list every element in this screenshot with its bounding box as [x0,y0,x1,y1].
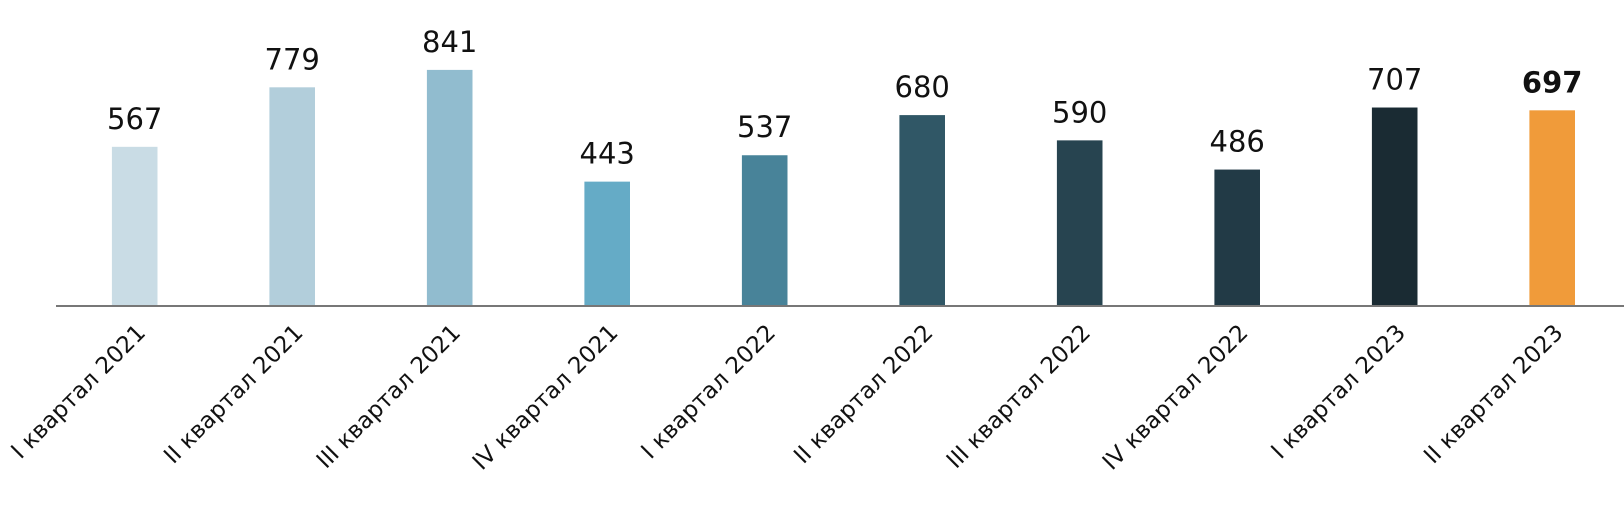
value-label: 567 [107,102,162,136]
x-tick-label: I квартал 2023 [1266,320,1410,464]
x-tick-label: I квартал 2022 [636,320,780,464]
value-label: 443 [580,137,635,171]
bar [899,115,945,306]
value-label: 486 [1210,125,1265,159]
bar [1529,110,1575,307]
value-label: 590 [1052,95,1107,129]
value-label: 779 [265,42,320,76]
bar [584,181,630,306]
bar [426,69,473,306]
bar [1214,169,1260,306]
x-tick-label: II квартал 2023 [1419,320,1568,469]
x-tick-label: II квартал 2022 [789,320,938,469]
bar [1056,140,1103,306]
value-label: 697 [1522,65,1583,99]
value-label: 680 [895,70,950,104]
value-label: 707 [1367,63,1422,97]
x-tick-label: IV квартал 2021 [468,320,624,476]
x-tick-label: III квартал 2022 [942,320,1096,474]
x-tick-label: II квартал 2021 [159,320,308,469]
bar [741,155,788,306]
x-tick-label: IV квартал 2022 [1098,320,1254,476]
bar [269,87,315,306]
x-tick-label: III квартал 2021 [312,320,466,474]
bar [1371,107,1418,306]
x-tick-label: I квартал 2021 [6,320,150,464]
value-label: 841 [422,25,477,59]
bar [111,146,158,306]
value-label: 537 [737,110,792,144]
